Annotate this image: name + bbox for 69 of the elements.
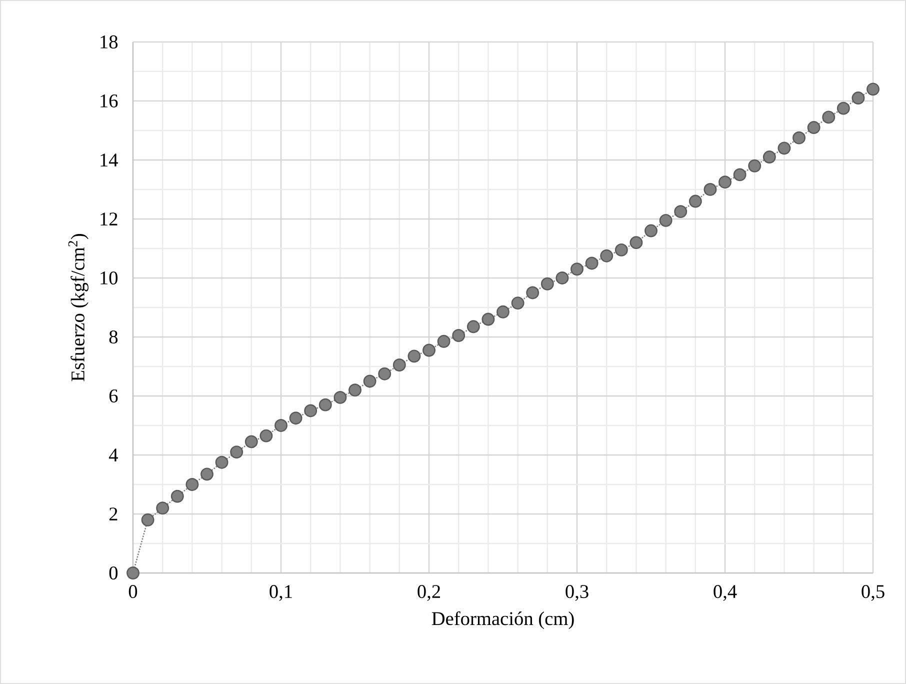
y-axis-title: Esfuerzo (kgf/cm$^{2}$): [68, 234, 88, 382]
point: [600, 249, 614, 262]
point: [244, 435, 258, 448]
point: [733, 168, 746, 182]
point: [215, 456, 228, 469]
point: [644, 224, 658, 238]
point: [156, 502, 170, 515]
point: [688, 194, 702, 208]
point: [466, 320, 480, 334]
point: [170, 490, 184, 503]
point: [718, 176, 732, 189]
point: [126, 566, 140, 580]
point: [348, 384, 362, 397]
point: [836, 102, 850, 115]
y-tick-label: 18: [100, 35, 118, 48]
y-tick-label: 12: [100, 212, 118, 226]
point: [762, 150, 776, 164]
point: [511, 296, 524, 310]
point: [274, 419, 288, 432]
x-tick-label: 0,3: [566, 585, 588, 601]
point: [822, 110, 836, 124]
point: [422, 344, 436, 357]
x-tick-label: 0: [128, 585, 138, 598]
point: [852, 92, 865, 104]
point: [363, 374, 376, 388]
point: [334, 391, 347, 404]
x-tick-label: 0,5: [862, 585, 884, 601]
point: [614, 244, 628, 256]
point: [482, 312, 495, 326]
y-tick-label: 10: [100, 271, 118, 285]
point: [452, 329, 466, 342]
y-tick-label: 0: [109, 566, 118, 580]
point: [674, 205, 688, 218]
y-tick-label: 14: [100, 154, 118, 166]
point: [200, 468, 214, 481]
point: [540, 277, 554, 290]
point: [778, 142, 791, 155]
point: [570, 262, 584, 276]
y-tick-label: 8: [109, 330, 118, 344]
y-tick-label: 2: [109, 508, 118, 520]
point: [408, 350, 421, 363]
point: [378, 367, 392, 380]
point: [304, 404, 318, 418]
point: [526, 286, 540, 300]
y-tick-label: 16: [100, 94, 118, 108]
point: [230, 446, 244, 459]
point: [289, 412, 302, 425]
point: [318, 398, 332, 412]
point: [630, 236, 643, 250]
point: [260, 429, 273, 442]
point: [496, 305, 510, 318]
x-tick-label: 0,4: [714, 585, 737, 601]
y-tick-label: 6: [109, 390, 118, 402]
x-tick-label: 0,1: [270, 585, 292, 601]
x-axis-title: Deformación (cm): [432, 611, 574, 630]
point: [437, 334, 450, 348]
point: [748, 159, 762, 172]
point: [186, 478, 199, 491]
point: [866, 82, 880, 96]
y-tick-label: 4: [108, 448, 118, 462]
point: [141, 513, 154, 526]
point: [556, 272, 569, 284]
x-tick-label: 0,2: [418, 585, 440, 601]
point: [659, 214, 672, 227]
point: [792, 131, 806, 144]
point: [392, 358, 406, 372]
point: [585, 256, 598, 270]
point: [807, 121, 820, 134]
point: [704, 183, 717, 196]
